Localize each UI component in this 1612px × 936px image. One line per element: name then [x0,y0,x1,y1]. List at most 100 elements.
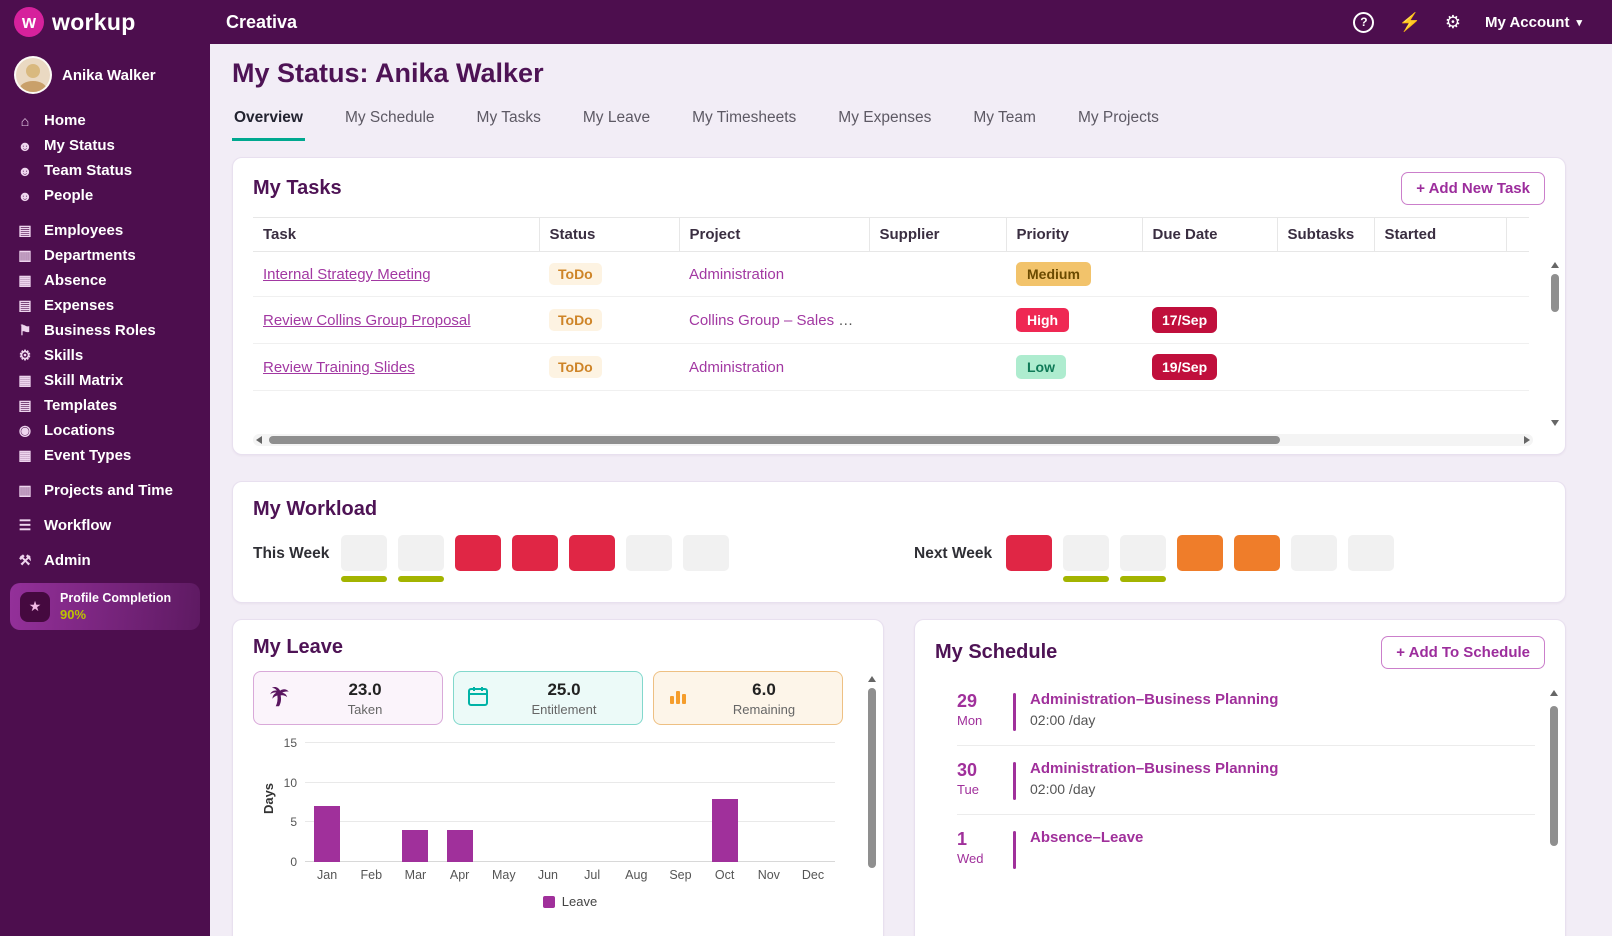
started-cell [1374,343,1506,391]
project-link[interactable]: Collins Group – Sales St... [689,311,865,329]
workload-day-bar [341,576,387,582]
sidebar-item-my-status[interactable]: ☻ My Status [0,133,210,158]
chart-x-tick: Jul [584,868,601,882]
workload-day [512,535,558,582]
scrollbar-thumb[interactable] [1551,274,1559,312]
workload-day-square [569,535,615,571]
skills-icon: ⚙ [18,347,32,363]
task-cell: Review Training Slides [253,343,539,391]
sidebar-item-skills[interactable]: ⚙ Skills [0,343,210,368]
scroll-up-icon[interactable] [868,676,876,682]
sidebar-item-event-types[interactable]: ▦ Event Types [0,443,210,468]
tab-my-schedule[interactable]: My Schedule [344,109,435,126]
scroll-up-icon[interactable] [1551,262,1559,268]
gear-icon[interactable]: ⚙ [1444,12,1462,32]
status-cell: ToDo [539,251,679,297]
my-schedule-card: My Schedule + Add To Schedule 29 Mon Admin… [914,619,1566,936]
tab-my-leave[interactable]: My Leave [582,109,651,126]
scroll-left-icon[interactable] [256,436,262,444]
scroll-right-icon[interactable] [1524,436,1530,444]
workload-day-square [1120,535,1167,571]
bolt-icon[interactable]: ⚡ [1398,12,1421,32]
schedule-entry-body: Administration–Business Planning 02:00 /d… [1030,691,1278,731]
my-leave-card: My Leave 23.0 Taken 25.0 Entitlement 6.0 Rema… [232,619,884,936]
workload-day-bar [1063,576,1110,582]
topbar: w workup Creativa ? ⚡ ⚙ My Account ▾ [0,0,1612,44]
add-to-schedule-button[interactable]: + Add To Schedule [1381,636,1545,669]
tab-my-timesheets[interactable]: My Timesheets [692,109,797,126]
workup-logo-icon: w [14,7,44,37]
chart-gridline [305,821,835,823]
leave-stat-text: 23.0 Taken [300,680,430,717]
schedule-entry-title: Administration–Business Planning [1030,760,1279,777]
subtasks-cell [1277,251,1374,297]
tasks-horizontal-scrollbar[interactable] [253,434,1533,446]
chart-bar [314,806,341,862]
started-cell [1374,296,1506,344]
workload-day [1063,535,1110,582]
sidebar-item-workflow[interactable]: ☰ Workflow [0,513,210,538]
schedule-entry[interactable]: 1 Wed Absence–Leave [957,814,1535,883]
topbar-actions: ? ⚡ ⚙ My Account ▾ [1353,11,1612,33]
sidebar-item-departments[interactable]: ▥ Departments [0,243,210,268]
sidebar: Anika Walker ⌂ Home ☻ My Status ☻ Team Status… [0,44,210,936]
workload-day-square [1348,535,1395,571]
schedule-vertical-scrollbar[interactable] [1548,690,1560,936]
tasks-vertical-scrollbar[interactable] [1549,262,1561,426]
project-link[interactable]: Administration [689,358,785,376]
scroll-up-icon[interactable] [1550,690,1558,696]
schedule-day-number: 30 [957,760,978,780]
tab-my-tasks[interactable]: My Tasks [476,109,541,126]
task-link[interactable]: Review Training Slides [263,358,415,376]
app-logo[interactable]: w workup [0,7,210,37]
add-new-task-button[interactable]: + Add New Task [1401,172,1545,205]
project-link[interactable]: Administration [689,265,785,283]
scrollbar-thumb[interactable] [868,688,876,868]
team-status-icon: ☻ [17,162,33,179]
scroll-down-icon[interactable] [1551,420,1559,426]
task-link[interactable]: Internal Strategy Meeting [263,265,431,283]
priority-badge: High [1016,308,1070,332]
chart-gridline [305,781,835,783]
schedule-entry[interactable]: 29 Mon Administration–Business Planning 02:… [957,677,1535,745]
scrollbar-thumb[interactable] [269,436,1281,444]
sidebar-item-label: Home [44,112,86,129]
sidebar-item-admin[interactable]: ⚒ Admin [0,548,210,573]
sidebar-item-skill-matrix[interactable]: ▦ Skill Matrix [0,368,210,393]
stat-value: 6.0 [752,679,776,699]
sidebar-item-label: Admin [44,552,91,569]
sidebar-item-templates[interactable]: ▤ Templates [0,393,210,418]
tab-overview[interactable]: Overview [232,103,305,141]
task-link[interactable]: Review Collins Group Proposal [263,311,471,329]
status-cell: ToDo [539,343,679,391]
event-types-icon: ▦ [18,447,32,463]
templates-icon: ▤ [18,397,32,413]
sidebar-item-team-status[interactable]: ☻ Team Status [0,158,210,183]
workload-day-square [341,535,387,571]
leave-vertical-scrollbar[interactable] [866,676,878,936]
tab-my-team[interactable]: My Team [973,109,1036,126]
help-icon[interactable]: ? [1353,11,1375,33]
table-row: Internal Strategy Meeting ToDo Administrat… [253,251,1529,297]
sidebar-item-employees[interactable]: ▤ Employees [0,218,210,243]
priority-cell: Low [1006,343,1142,391]
schedule-entry-body: Administration–Business Planning 02:00 /d… [1030,760,1278,800]
tab-my-expenses[interactable]: My Expenses [838,109,932,126]
profile-completion-card[interactable]: ★ Profile Completion 90% [10,583,200,630]
business-roles-icon: ⚑ [18,322,32,338]
tab-my-projects[interactable]: My Projects [1077,109,1159,126]
sidebar-user[interactable]: Anika Walker [0,44,210,108]
schedule-entry[interactable]: 30 Tue Administration–Business Planning 02:… [957,745,1535,814]
sidebar-item-absence[interactable]: ▦ Absence [0,268,210,293]
sidebar-item-expenses[interactable]: ▤ Expenses [0,293,210,318]
legend-label: Leave [561,894,598,909]
sidebar-item-projects-and-time[interactable]: ▥ Projects and Time [0,478,210,503]
sidebar-item-home[interactable]: ⌂ Home [0,108,210,133]
sidebar-item-people[interactable]: ☻ People [0,183,210,208]
scrollbar-thumb[interactable] [1550,706,1558,846]
account-menu[interactable]: My Account ▾ [1485,14,1582,31]
tasks-card-title: My Tasks [253,177,342,199]
sidebar-item-locations[interactable]: ◉ Locations [0,418,210,443]
palm-icon [266,683,292,714]
sidebar-item-business-roles[interactable]: ⚑ Business Roles [0,318,210,343]
